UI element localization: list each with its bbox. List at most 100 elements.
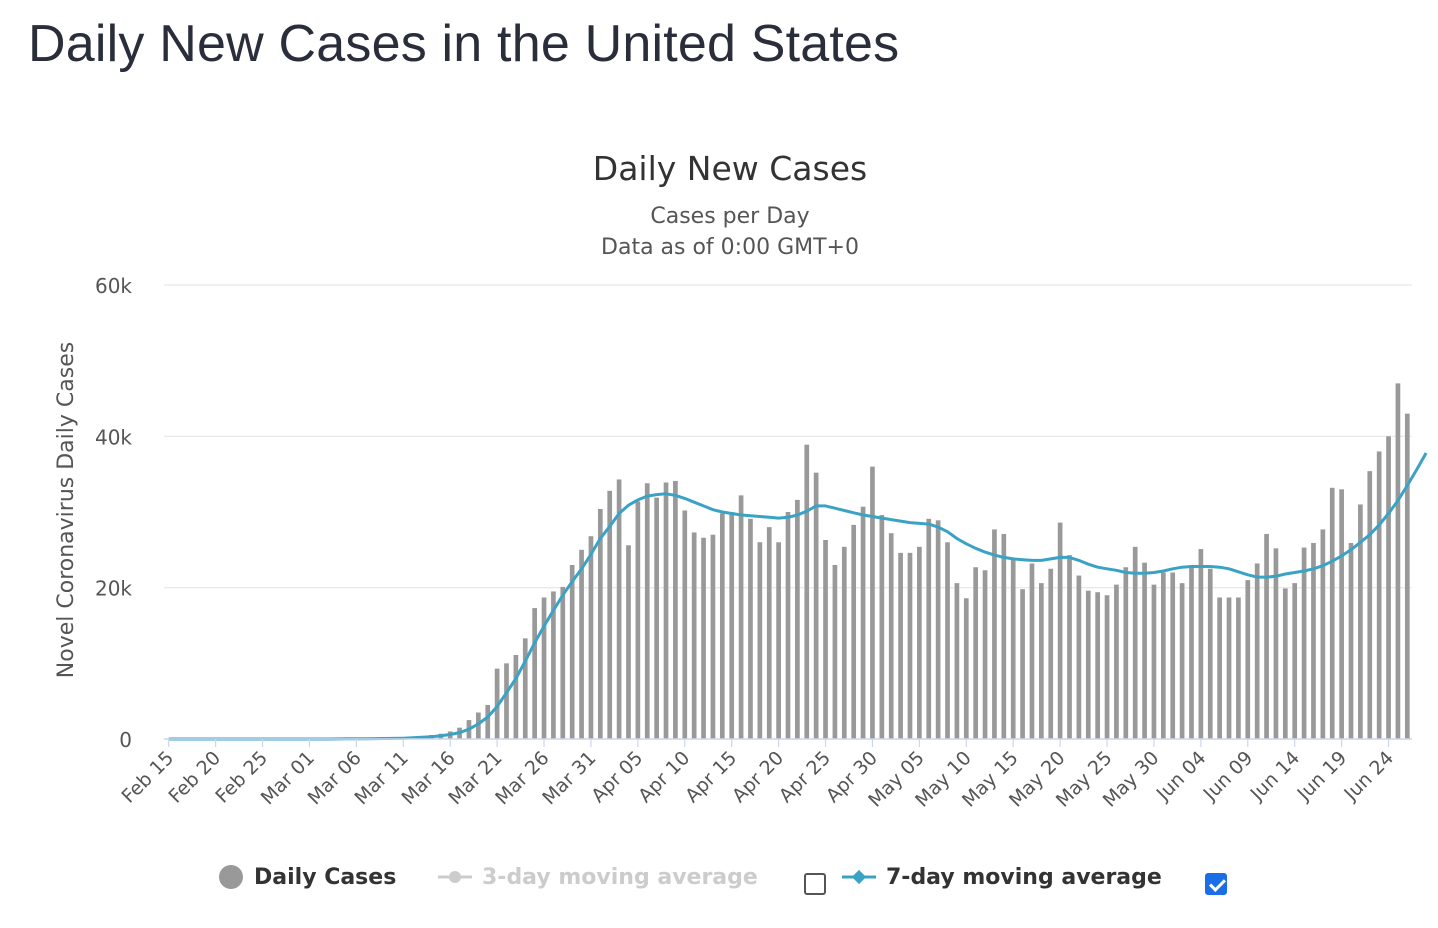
diamond-marker-icon bbox=[842, 869, 876, 885]
daily-cases-bar bbox=[719, 513, 725, 739]
daily-cases-bar bbox=[954, 583, 960, 739]
daily-cases-bar bbox=[663, 482, 669, 739]
daily-cases-bar bbox=[607, 490, 613, 739]
daily-cases-bar bbox=[1151, 584, 1157, 739]
daily-cases-bar bbox=[1264, 533, 1269, 739]
daily-cases-bar bbox=[1311, 543, 1316, 739]
daily-cases-bar bbox=[1236, 597, 1241, 739]
legend-item-7-day-average[interactable]: 7-day moving average bbox=[842, 864, 1162, 890]
daily-cases-bar bbox=[1029, 563, 1035, 739]
daily-cases-bar bbox=[1348, 543, 1354, 739]
daily-cases-bar bbox=[1207, 568, 1213, 739]
x-tick-label: Feb 20 bbox=[164, 747, 225, 808]
daily-cases-bar bbox=[532, 608, 537, 739]
x-tick-label: Apr 15 bbox=[681, 747, 741, 807]
daily-cases-bar bbox=[795, 499, 800, 739]
daily-cases-bar bbox=[682, 510, 688, 739]
daily-cases-bar bbox=[1160, 572, 1166, 739]
daily-cases-bar bbox=[738, 495, 744, 739]
daily-cases-bar bbox=[917, 546, 922, 739]
daily-cases-bar bbox=[597, 508, 603, 739]
daily-cases-bar bbox=[785, 512, 791, 739]
legend-label-daily-cases: Daily Cases bbox=[254, 864, 397, 890]
daily-cases-bar bbox=[945, 542, 950, 739]
daily-cases-bar bbox=[776, 542, 781, 739]
daily-cases-bar bbox=[992, 529, 997, 739]
daily-cases-bar bbox=[841, 546, 847, 739]
daily-cases-bar bbox=[635, 501, 641, 739]
daily-cases-bar bbox=[851, 524, 857, 739]
daily-cases-bar bbox=[982, 570, 988, 739]
daily-cases-bar bbox=[1273, 548, 1279, 739]
daily-cases-bar bbox=[485, 704, 491, 739]
daily-cases-bar bbox=[644, 483, 650, 739]
daily-cases-bar bbox=[935, 520, 941, 739]
checkbox-7-day-average[interactable] bbox=[1205, 873, 1227, 895]
daily-cases-bar bbox=[1358, 504, 1363, 739]
daily-cases-bar bbox=[1339, 489, 1344, 739]
daily-cases-bar bbox=[1217, 597, 1222, 739]
daily-cases-bar bbox=[1085, 590, 1091, 739]
y-axis-label: Novel Coronavirus Daily Cases bbox=[54, 342, 79, 678]
chart-subtitle-date: Data as of 0:00 GMT+0 bbox=[601, 235, 859, 260]
daily-cases-bar bbox=[588, 536, 594, 739]
legend-label-3-day-average: 3-day moving average bbox=[482, 864, 758, 890]
daily-cases-bar bbox=[691, 532, 697, 739]
daily-cases-bar bbox=[907, 552, 913, 739]
daily-cases-bar bbox=[1104, 595, 1110, 739]
daily-cases-bar bbox=[1179, 583, 1185, 739]
y-tick-label: 40k bbox=[95, 425, 132, 449]
daily-cases-bar bbox=[1048, 568, 1054, 739]
daily-cases-bar bbox=[1010, 559, 1016, 739]
daily-cases-bar bbox=[832, 564, 838, 739]
daily-cases-bar bbox=[1367, 471, 1373, 739]
daily-cases-bar bbox=[1001, 533, 1007, 739]
daily-cases-bar bbox=[1292, 583, 1298, 739]
daily-cases-bar bbox=[710, 534, 716, 739]
daily-cases-bar bbox=[1254, 563, 1260, 739]
x-tick-label: Apr 20 bbox=[728, 747, 788, 807]
daily-cases-bar bbox=[804, 444, 810, 739]
x-tick-label: Jun 19 bbox=[1293, 747, 1352, 806]
x-tick-label: Apr 05 bbox=[587, 747, 647, 807]
daily-cases-bar bbox=[654, 497, 659, 739]
x-tick-label: Jun 14 bbox=[1246, 747, 1305, 806]
daily-cases-bar bbox=[860, 506, 866, 739]
daily-cases-bar bbox=[1076, 575, 1082, 739]
y-tick-label: 60k bbox=[95, 274, 132, 298]
daily-cases-bar bbox=[1282, 588, 1288, 739]
daily-cases-bar bbox=[1226, 597, 1232, 739]
daily-cases-bar bbox=[1095, 592, 1100, 739]
x-tick-label: Jun 04 bbox=[1152, 747, 1211, 806]
legend-item-daily-cases[interactable]: Daily Cases bbox=[218, 864, 396, 890]
daily-cases-bar bbox=[1132, 546, 1138, 739]
daily-cases-bar bbox=[823, 539, 828, 739]
daily-cases-bar bbox=[701, 537, 706, 739]
daily-cases-bar bbox=[1114, 584, 1119, 739]
daily-cases-bar bbox=[1198, 549, 1204, 739]
daily-cases-bars bbox=[325, 383, 1410, 739]
daily-cases-bar bbox=[476, 712, 481, 739]
daily-cases-bar bbox=[569, 564, 575, 739]
daily-cases-bar bbox=[1123, 567, 1129, 739]
x-tick-label: Apr 25 bbox=[775, 747, 835, 807]
daily-cases-bar bbox=[513, 655, 519, 739]
daily-cases-bar bbox=[870, 466, 875, 739]
page-title: Daily New Cases in the United States bbox=[28, 15, 900, 73]
x-tick-label: Feb 15 bbox=[118, 747, 179, 808]
daily-cases-bar bbox=[616, 479, 622, 739]
daily-cases-bar bbox=[1320, 529, 1326, 739]
checkbox-3-day-average[interactable] bbox=[804, 873, 826, 895]
x-tick-label: Mar 31 bbox=[538, 747, 600, 809]
daily-cases-bar bbox=[1057, 522, 1063, 739]
daily-cases-bar bbox=[522, 638, 528, 739]
x-tick-label: Jun 09 bbox=[1199, 747, 1258, 806]
legend-item-3-day-average[interactable]: 3-day moving average bbox=[438, 864, 758, 890]
daily-cases-bar bbox=[579, 549, 584, 739]
chart-legend: Daily Cases 3-day moving average 7-day m… bbox=[0, 862, 1438, 902]
y-axis-ticks: 0 20k 40k 60k bbox=[95, 274, 132, 752]
daily-cases-bar bbox=[1245, 580, 1251, 739]
daily-cases-bar bbox=[1039, 583, 1044, 739]
chart-subtitle: Cases per Day bbox=[650, 204, 809, 229]
